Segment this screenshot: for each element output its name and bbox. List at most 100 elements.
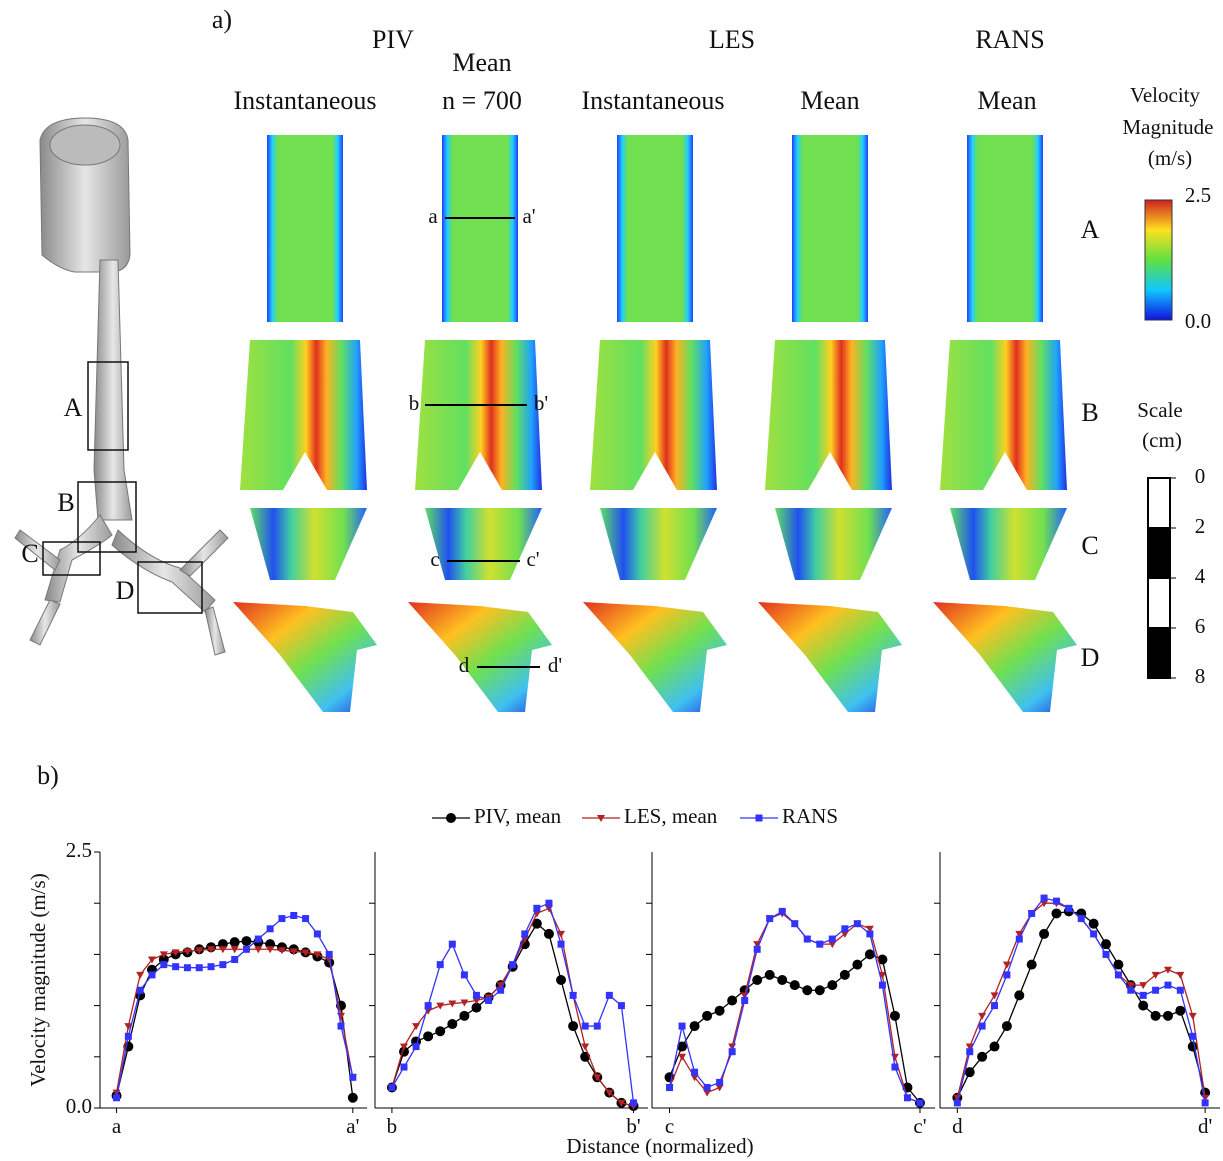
data-point <box>1164 982 1171 989</box>
data-point <box>1175 1006 1185 1016</box>
data-point <box>196 964 203 971</box>
data-point <box>727 995 737 1005</box>
colorbar-title: Magnitude <box>1123 115 1214 139</box>
x-tick-label: a <box>112 1114 122 1138</box>
data-point <box>594 1023 601 1030</box>
data-point <box>568 1021 578 1031</box>
cut-label: c <box>430 547 439 571</box>
data-point <box>741 997 748 1004</box>
data-point <box>765 970 775 980</box>
legend-label: RANS <box>782 804 838 828</box>
y-tick-label: 0.0 <box>66 1094 92 1118</box>
colorbar-tick-label: 0.0 <box>1185 309 1211 333</box>
data-point <box>990 1042 1000 1052</box>
scale-tick-label: 6 <box>1195 614 1206 638</box>
data-point <box>447 1019 457 1029</box>
data-point <box>184 964 191 971</box>
data-point <box>729 1048 736 1055</box>
data-point <box>904 1094 911 1101</box>
series-line <box>670 911 920 1102</box>
data-point <box>866 930 873 937</box>
row-label: C <box>1081 531 1098 560</box>
legend-label: LES, mean <box>624 804 718 828</box>
data-point <box>829 936 836 943</box>
data-point <box>790 980 800 990</box>
data-point <box>841 925 848 932</box>
data-point <box>1051 908 1061 918</box>
panel-label: b) <box>37 761 59 790</box>
field-tile <box>267 135 343 322</box>
data-point <box>1016 936 1023 943</box>
data-point <box>1189 1033 1196 1040</box>
x-tick-label: c <box>665 1114 674 1138</box>
airway-label: B <box>57 488 74 517</box>
data-point <box>702 1011 712 1021</box>
data-point <box>791 920 798 927</box>
group-heading: RANS <box>975 25 1044 54</box>
data-point <box>544 929 554 939</box>
cut-label: a <box>428 204 438 228</box>
data-point <box>485 997 492 1004</box>
data-point <box>766 915 773 922</box>
scale-tick-label: 0 <box>1195 464 1206 488</box>
data-point <box>459 1011 469 1021</box>
data-point <box>388 1084 395 1091</box>
scale-segment <box>1148 528 1170 578</box>
x-tick-label: d <box>952 1114 963 1138</box>
data-point <box>267 925 274 932</box>
field-tile <box>250 508 367 580</box>
y-tick-label: 2.5 <box>66 838 92 862</box>
data-point <box>348 1093 358 1103</box>
data-point <box>1039 929 1049 939</box>
data-point <box>827 980 837 990</box>
data-point <box>435 1026 445 1036</box>
data-point <box>449 941 456 948</box>
data-point <box>852 960 862 970</box>
data-point <box>991 1002 998 1009</box>
scale-segment <box>1148 628 1170 678</box>
field-tile <box>933 602 1077 712</box>
data-point <box>840 970 850 980</box>
scale-title: (cm) <box>1142 428 1182 452</box>
data-point <box>1053 898 1060 905</box>
data-point <box>1163 1011 1173 1021</box>
scale-title: Scale <box>1137 398 1182 422</box>
data-point <box>1065 905 1072 912</box>
field-tile <box>775 508 892 580</box>
data-point <box>461 971 468 978</box>
data-point <box>618 1002 625 1009</box>
field-tile <box>600 508 717 580</box>
data-point <box>172 963 179 970</box>
data-point <box>891 1054 899 1061</box>
data-point <box>1028 910 1035 917</box>
data-point <box>678 1054 686 1061</box>
field-tile <box>415 340 542 490</box>
field-tile <box>442 135 518 322</box>
field-tile <box>408 602 552 712</box>
data-point <box>690 1021 700 1031</box>
scale-tick-label: 2 <box>1195 514 1206 538</box>
column-heading: n = 700 <box>442 86 522 115</box>
field-tile <box>950 508 1067 580</box>
x-tick-label: c' <box>913 1114 926 1138</box>
data-point <box>816 941 823 948</box>
colorbar-title: Velocity <box>1130 83 1200 107</box>
cut-label: d <box>459 653 470 677</box>
data-point <box>241 936 251 946</box>
y-axis-title: Velocity magnitude (m/s) <box>26 873 50 1086</box>
data-point <box>412 1023 420 1030</box>
x-tick-label: d' <box>1198 1114 1212 1138</box>
cut-label: b <box>409 391 420 415</box>
series-line <box>670 913 920 1102</box>
airway-label: C <box>21 539 38 568</box>
field-tile <box>240 340 367 490</box>
airway-label: A <box>64 393 83 422</box>
field-tile <box>590 340 717 490</box>
data-point <box>208 963 215 970</box>
data-point <box>582 1023 589 1030</box>
data-point <box>606 992 613 999</box>
airway-label: D <box>116 576 135 605</box>
x-tick-label: b <box>387 1114 398 1138</box>
data-point <box>1014 990 1024 1000</box>
